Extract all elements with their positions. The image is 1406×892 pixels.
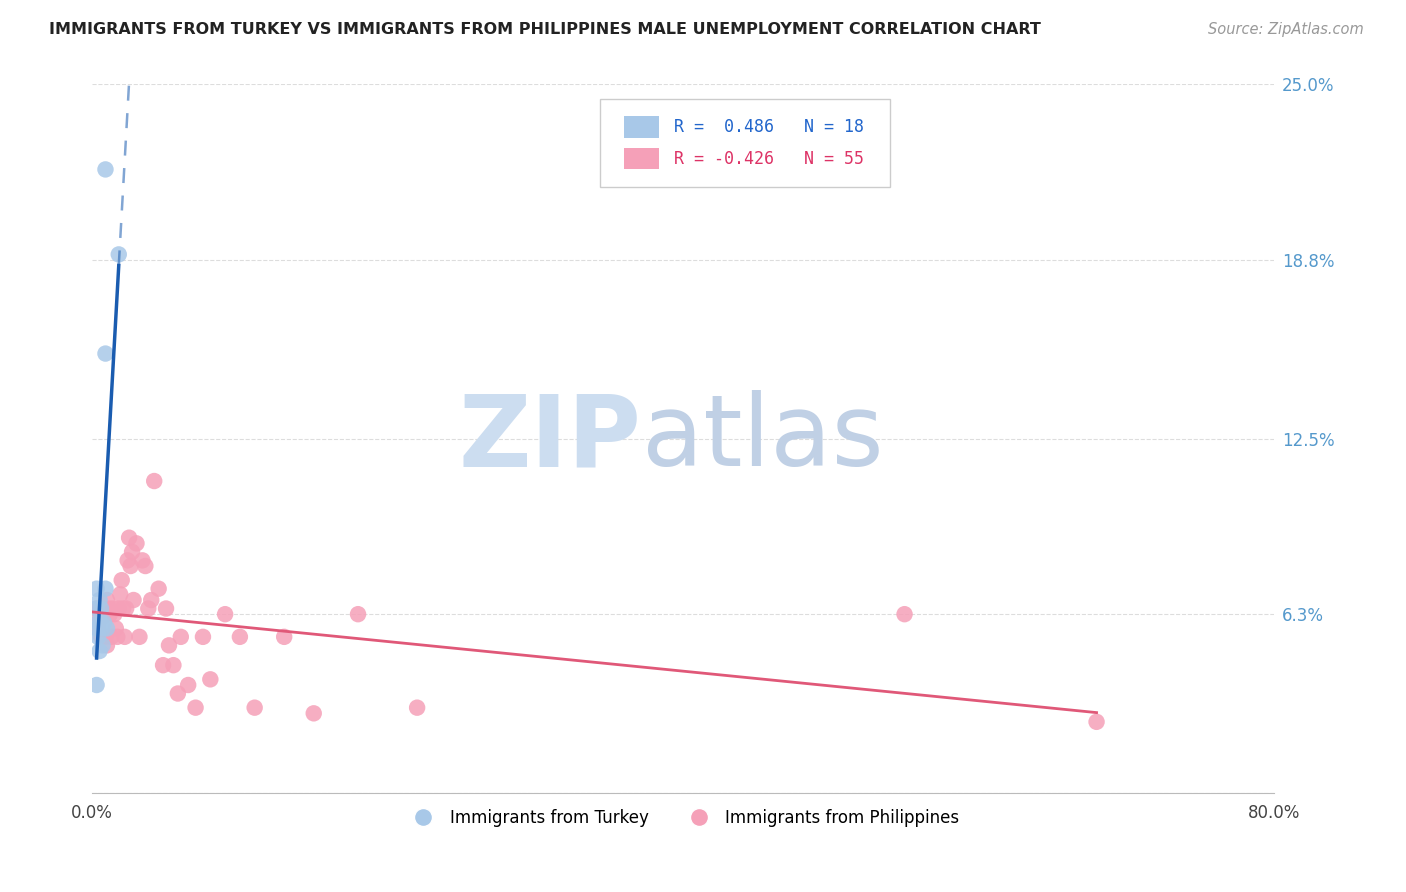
- Point: [200, 673, 222, 687]
- Point: [162, 658, 184, 673]
- Point: [97, 601, 120, 615]
- Point: [191, 630, 214, 644]
- Point: [148, 582, 170, 596]
- Text: R =  0.486   N = 18: R = 0.486 N = 18: [673, 118, 863, 136]
- Point: [128, 630, 150, 644]
- Point: [86, 621, 108, 635]
- Point: [152, 658, 174, 673]
- Point: [86, 601, 108, 615]
- Point: [115, 601, 138, 615]
- Point: [105, 630, 128, 644]
- Point: [177, 678, 200, 692]
- Point: [89, 644, 111, 658]
- Point: [86, 607, 108, 622]
- Point: [110, 587, 132, 601]
- Point: [87, 630, 110, 644]
- Bar: [624, 116, 659, 137]
- Point: [406, 700, 429, 714]
- Point: [893, 607, 915, 622]
- Point: [93, 601, 115, 615]
- Point: [155, 601, 177, 615]
- Point: [143, 474, 166, 488]
- Point: [114, 630, 136, 644]
- Point: [96, 638, 118, 652]
- Point: [101, 601, 124, 615]
- Point: [90, 615, 112, 630]
- Point: [107, 247, 129, 261]
- Point: [122, 593, 145, 607]
- Point: [120, 559, 142, 574]
- Point: [170, 630, 193, 644]
- Point: [131, 553, 153, 567]
- Point: [125, 536, 148, 550]
- Point: [91, 638, 114, 652]
- Point: [157, 638, 180, 652]
- Point: [243, 700, 266, 714]
- Bar: [624, 148, 659, 169]
- Point: [89, 601, 111, 615]
- Point: [136, 601, 159, 615]
- Point: [93, 615, 115, 630]
- Point: [118, 531, 141, 545]
- Point: [214, 607, 236, 622]
- Point: [229, 630, 252, 644]
- Point: [96, 621, 118, 635]
- Point: [91, 621, 114, 635]
- Point: [94, 582, 117, 596]
- Text: ZIP: ZIP: [458, 390, 641, 487]
- Point: [94, 346, 117, 360]
- Point: [89, 593, 111, 607]
- Point: [103, 607, 125, 622]
- Point: [273, 630, 295, 644]
- Point: [90, 630, 112, 644]
- Point: [107, 601, 129, 615]
- Text: IMMIGRANTS FROM TURKEY VS IMMIGRANTS FROM PHILIPPINES MALE UNEMPLOYMENT CORRELAT: IMMIGRANTS FROM TURKEY VS IMMIGRANTS FRO…: [49, 22, 1040, 37]
- Point: [98, 607, 121, 622]
- Point: [302, 706, 325, 721]
- Point: [104, 621, 127, 635]
- Point: [96, 593, 118, 607]
- Point: [86, 582, 108, 596]
- Point: [134, 559, 156, 574]
- Point: [91, 610, 114, 624]
- Point: [100, 630, 122, 644]
- Point: [347, 607, 370, 622]
- Point: [86, 601, 108, 615]
- Point: [141, 593, 163, 607]
- Point: [166, 686, 188, 700]
- Point: [90, 601, 112, 615]
- Point: [87, 621, 110, 635]
- Point: [121, 545, 143, 559]
- Text: R = -0.426   N = 55: R = -0.426 N = 55: [673, 150, 863, 168]
- Point: [112, 601, 135, 615]
- Point: [117, 553, 139, 567]
- Point: [1085, 714, 1108, 729]
- Text: atlas: atlas: [641, 390, 883, 487]
- FancyBboxPatch shape: [600, 99, 890, 187]
- Point: [94, 162, 117, 177]
- Legend: Immigrants from Turkey, Immigrants from Philippines: Immigrants from Turkey, Immigrants from …: [399, 803, 966, 834]
- Point: [87, 615, 110, 630]
- Point: [111, 573, 134, 587]
- Text: Source: ZipAtlas.com: Source: ZipAtlas.com: [1208, 22, 1364, 37]
- Point: [94, 630, 117, 644]
- Point: [184, 700, 207, 714]
- Point: [86, 678, 108, 692]
